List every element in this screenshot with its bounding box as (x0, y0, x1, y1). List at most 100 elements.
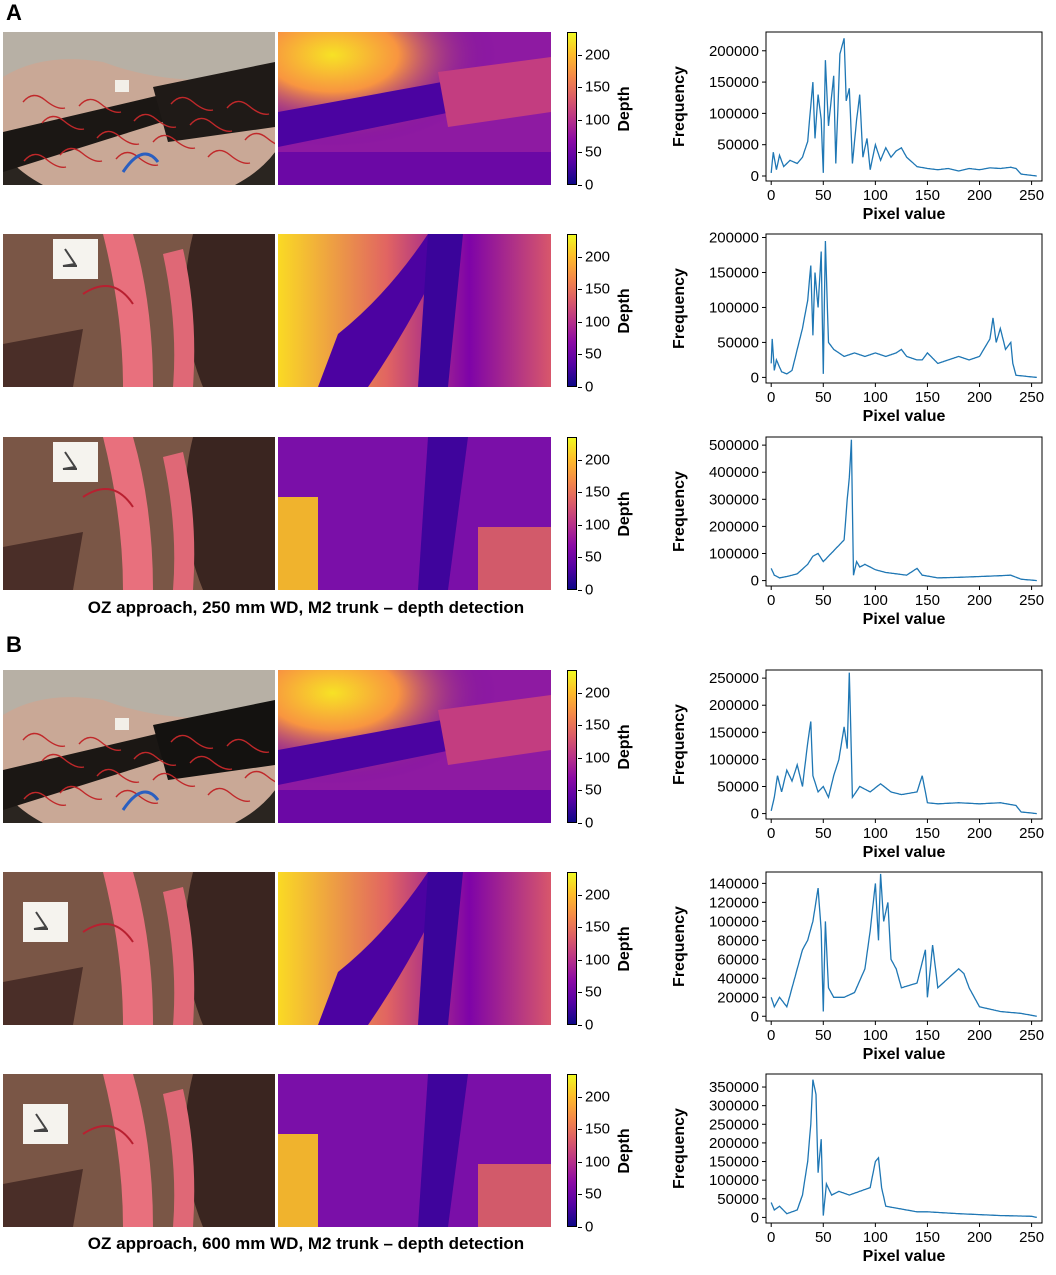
histogram-chart: 0 50 100 150 200 250 0 50000 100000 150000 200000 2… (660, 666, 1056, 866)
colorbar-title: Depth (616, 490, 633, 537)
colorbar-tick-label: 0 (585, 378, 594, 396)
x-tick-label: 250 (1019, 1229, 1044, 1246)
y-axis-label: Frequency (671, 906, 688, 987)
colorbar-tick-label: 0 (585, 814, 594, 832)
y-tick-label: 150000 (709, 1154, 759, 1171)
x-tick-label: 50 (815, 825, 832, 842)
y-tick-label: 50000 (717, 334, 759, 351)
colorbar-title-wrap: Depth (610, 670, 640, 823)
colorbar-title-wrap: Depth (610, 234, 640, 387)
depth-map-image (278, 670, 551, 823)
figure-row: 0 50 100 150 200 Depth 0 50 100 150 200 250 0 100000 2… (0, 436, 1056, 628)
y-axis-label: Frequency (671, 66, 688, 147)
y-tick-label: 50000 (717, 137, 759, 154)
colorbar-tick (578, 119, 582, 121)
colorbar-tick-label: 150 (585, 483, 611, 501)
histogram-chart: 0 50 100 150 200 250 0 100000 200000 300000 400000… (660, 433, 1056, 633)
panel-letter: A (6, 0, 22, 25)
x-tick-label: 50 (815, 1027, 832, 1044)
panel-letter: B (6, 632, 22, 657)
colorbar-tick (578, 590, 582, 591)
panel-caption: OZ approach, 250 mm WD, M2 trunk – depth… (87, 598, 525, 617)
colorbar-tick-label: 200 (585, 886, 611, 904)
x-tick-label: 200 (967, 389, 992, 406)
depth-map (278, 32, 551, 185)
colorbar (567, 670, 577, 823)
y-tick-label: 500000 (709, 437, 759, 454)
colorbar-axis: 0 50 100 150 200 (578, 234, 618, 395)
x-axis-label: Pixel value (863, 1248, 946, 1265)
y-axis-label: Frequency (671, 1108, 688, 1189)
y-tick-label: 100000 (709, 299, 759, 316)
y-tick-label: 0 (751, 369, 759, 386)
y-tick-label: 50000 (717, 1191, 759, 1208)
colorbar-title: Depth (616, 85, 633, 132)
histogram-chart: 0 50 100 150 200 250 0 50000 100000 150000 200000 P… (660, 28, 1056, 228)
colorbar-tick-label: 200 (585, 248, 611, 266)
colorbar-axis: 0 50 100 150 200 (578, 32, 618, 193)
x-tick-label: 100 (863, 389, 888, 406)
y-axis-label: Frequency (671, 704, 688, 785)
colorbar-tick-label: 0 (585, 1016, 594, 1034)
colorbar-tick (578, 321, 582, 323)
colorbar-tick-label: 0 (585, 1218, 594, 1236)
colorbar-tick-label: 50 (585, 983, 602, 1001)
x-tick-label: 200 (967, 1229, 992, 1246)
colorbar-axis: 0 50 100 150 200 (578, 872, 618, 1033)
y-tick-label: 250000 (709, 670, 759, 687)
y-tick-label: 100000 (709, 913, 759, 930)
panel-caption: OZ approach, 600 mm WD, M2 trunk – depth… (87, 1234, 525, 1253)
y-tick-label: 40000 (717, 970, 759, 987)
histogram-series-line (770, 240, 1037, 379)
colorbar-tick-label: 200 (585, 451, 611, 469)
y-tick-label: 80000 (717, 932, 759, 949)
y-tick-label: 300000 (709, 491, 759, 508)
x-tick-label: 100 (863, 825, 888, 842)
y-tick-label: 300000 (709, 1098, 759, 1115)
colorbar-title: Depth (616, 925, 633, 972)
y-tick-label: 20000 (717, 989, 759, 1006)
x-tick-label: 250 (1019, 187, 1044, 204)
y-tick-label: 200000 (709, 1135, 759, 1152)
histogram-series-line (770, 873, 1037, 1017)
x-tick-label: 0 (767, 592, 775, 609)
y-tick-label: 0 (751, 168, 759, 185)
colorbar-title-wrap: Depth (610, 437, 640, 590)
colorbar (567, 437, 577, 590)
x-tick-label: 250 (1019, 1027, 1044, 1044)
histogram-series-line (770, 38, 1037, 177)
x-tick-label: 150 (915, 1229, 940, 1246)
histogram-series-line (770, 439, 1037, 582)
histogram-chart: 0 50 100 150 200 250 0 50000 100000 150000 200000 P… (660, 229, 1056, 430)
colorbar-tick (578, 927, 582, 929)
x-axis-label: Pixel value (863, 206, 946, 223)
x-tick-label: 150 (915, 825, 940, 842)
histogram-chart: 0 50 100 150 200 250 0 50000 100000 150000 200000 2… (660, 1070, 1056, 1270)
colorbar-tick-label: 50 (585, 548, 602, 566)
colorbar-tick-label: 0 (585, 581, 594, 599)
colorbar-tick (578, 557, 582, 559)
depth-map (278, 1074, 551, 1227)
colorbar-title-wrap: Depth (610, 1074, 640, 1227)
colorbar-tick (578, 54, 582, 56)
colorbar-tick-label: 150 (585, 918, 611, 936)
y-tick-label: 200000 (709, 43, 759, 60)
colorbar (567, 872, 577, 1025)
depth-map (278, 234, 551, 387)
colorbar-tick (578, 1129, 582, 1131)
x-tick-label: 100 (863, 1027, 888, 1044)
colorbar-tick (578, 354, 582, 356)
depth-map-image (278, 872, 551, 1025)
x-tick-label: 150 (915, 187, 940, 204)
colorbar-axis: 0 50 100 150 200 (578, 1074, 618, 1235)
surgical-photo-image (3, 234, 275, 387)
figure-row: 0 50 100 150 200 Depth 0 50 100 150 200 250 0 50000 10… (0, 669, 1056, 861)
colorbar-tick-label: 100 (585, 1153, 611, 1171)
y-tick-label: 50000 (717, 778, 759, 795)
depth-map (278, 437, 551, 590)
colorbar-tick (578, 387, 582, 388)
colorbar-axis: 0 50 100 150 200 (578, 437, 618, 598)
x-tick-label: 100 (863, 592, 888, 609)
y-tick-label: 0 (751, 806, 759, 823)
surgical-photo (3, 1074, 275, 1227)
